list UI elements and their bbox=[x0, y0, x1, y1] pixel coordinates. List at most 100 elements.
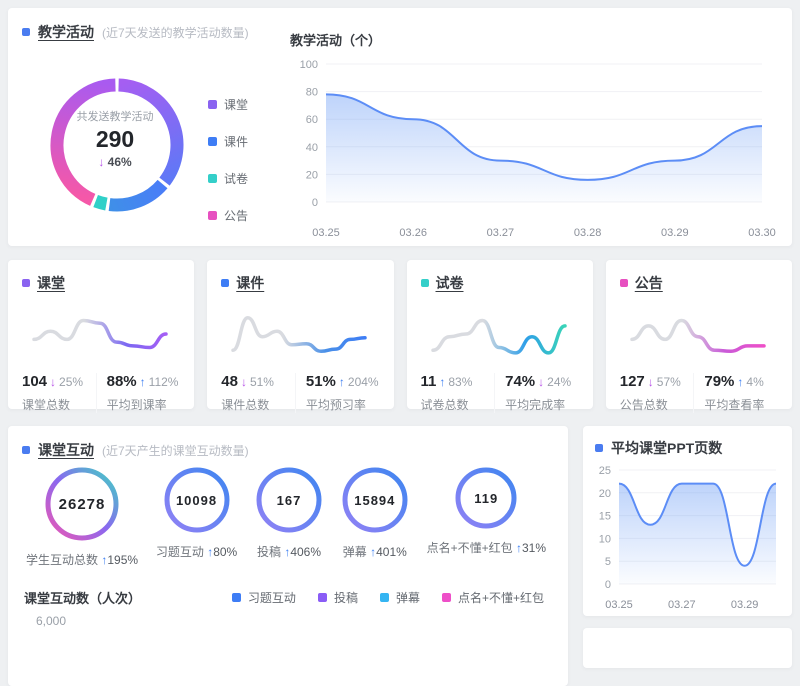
stat-trend-percent: 4% bbox=[746, 375, 764, 389]
teaching-area-chart: 0 20 40 60 80 100 03.25 03.26 03.27 03.28 03.29 03.… bbox=[300, 59, 776, 239]
area-fill bbox=[619, 483, 776, 584]
y-axis-tick: 0 bbox=[312, 197, 318, 209]
stat-平均查看率: 79% ↑ 4% 平均查看率 bbox=[693, 373, 778, 413]
stat-card-title[interactable]: 课件 bbox=[236, 275, 265, 291]
stat-课件总数: 48 ↓ 51% 课件总数 bbox=[221, 373, 295, 413]
stat-card-课堂: 课堂 104 ↓ 25% 课堂总数 88% ↑ 112% 平均到课率 bbox=[8, 260, 195, 413]
circle-trend-percent: 401% bbox=[376, 545, 407, 559]
stat-card-title[interactable]: 公告 bbox=[634, 275, 663, 291]
y-axis-tick: 0 bbox=[605, 579, 611, 591]
interaction-circle-习题互动: 10098 习题互动 ↑80% bbox=[156, 466, 237, 560]
legend-item-试卷[interactable]: 试卷 bbox=[208, 170, 248, 187]
stat-card-试卷: 试卷 11 ↑ 83% 试卷总数 74% ↓ 24% 平均完成率 bbox=[406, 260, 593, 413]
sparkline-chart bbox=[630, 318, 766, 354]
area-fill bbox=[326, 94, 762, 202]
legend-item-课堂[interactable]: 课堂 bbox=[208, 96, 248, 113]
stat-trend-percent: 83% bbox=[448, 375, 473, 389]
legend-swatch-icon bbox=[231, 593, 241, 602]
gradient-ring-icon bbox=[45, 467, 119, 541]
legend-swatch-icon bbox=[317, 593, 327, 602]
section-bullet-icon bbox=[619, 279, 628, 287]
interaction-circles-row: 26278 学生互动总数 ↑195% 10098 习题互动 ↑80% 167 投稿 ↑40… bbox=[26, 466, 546, 568]
stat-平均完成率: 74% ↓ 24% 平均完成率 bbox=[494, 373, 579, 413]
section-bullet-icon bbox=[22, 446, 30, 454]
stat-value: 79% bbox=[704, 373, 735, 390]
legend-label: 试卷 bbox=[224, 172, 249, 186]
stat-card-title[interactable]: 课堂 bbox=[37, 275, 65, 291]
donut-segment-课件 bbox=[108, 179, 168, 212]
stat-label: 试卷总数 bbox=[420, 398, 469, 412]
interaction-legend-item-弹幕[interactable]: 弹幕 bbox=[379, 589, 420, 606]
x-axis-tick: 03.27 bbox=[668, 599, 696, 611]
circle-label: 投稿 bbox=[256, 545, 285, 559]
circle-value: 15894 bbox=[354, 492, 396, 508]
circle-trend-percent: 195% bbox=[107, 553, 139, 567]
stat-label: 公告总数 bbox=[619, 398, 668, 412]
donut-center-trend: ↓ 46% bbox=[98, 155, 132, 169]
legend-label: 投稿 bbox=[333, 591, 358, 605]
stat-card-课件: 课件 48 ↓ 51% 课件总数 51% ↑ 204% 平均预习率 bbox=[207, 260, 394, 413]
interaction-circle-点名+不懂+红包: 119 点名+不懂+红包 ↑31% bbox=[427, 466, 546, 556]
interaction-legend-item-投稿[interactable]: 投稿 bbox=[317, 589, 358, 606]
trend-down-icon: ↓ bbox=[538, 375, 545, 389]
circle-label: 学生互动总数 bbox=[26, 553, 102, 567]
trend-down-icon: ↓ bbox=[50, 375, 57, 389]
donut-center-value: 290 bbox=[95, 126, 135, 152]
trend-down-icon: ↓ bbox=[240, 375, 247, 389]
ppt-area-chart: 0 5 10 15 20 25 03.25 03.27 03.29 bbox=[599, 465, 777, 611]
legend-label: 公告 bbox=[224, 209, 249, 223]
interaction-legend-item-习题互动[interactable]: 习题互动 bbox=[231, 589, 296, 606]
trend-up-icon: ↑ bbox=[439, 375, 446, 389]
gradient-ring-icon bbox=[256, 467, 322, 533]
circle-value: 167 bbox=[276, 492, 302, 508]
legend-swatch-icon bbox=[379, 593, 389, 602]
teaching-activity-title[interactable]: 教学活动 bbox=[38, 24, 94, 40]
data-line bbox=[325, 93, 763, 181]
circle-label: 点名+不懂+红包 bbox=[426, 541, 516, 555]
y-axis-tick: 25 bbox=[599, 465, 611, 477]
circle-trend-percent: 31% bbox=[521, 541, 546, 555]
stat-试卷总数: 11 ↑ 83% 试卷总数 bbox=[421, 373, 495, 413]
stat-value: 104 bbox=[22, 373, 48, 390]
stat-card-title[interactable]: 试卷 bbox=[435, 275, 464, 291]
legend-item-课件[interactable]: 课件 bbox=[208, 133, 248, 150]
circle-value: 10098 bbox=[175, 492, 218, 508]
trend-up-icon: ↑ bbox=[737, 375, 744, 389]
trend-up-icon: ↑ bbox=[338, 375, 345, 389]
x-axis-tick: 03.29 bbox=[731, 599, 759, 611]
legend-swatch-icon bbox=[441, 593, 451, 602]
stat-label: 课件总数 bbox=[221, 398, 270, 412]
class-interaction-title[interactable]: 课堂互动 bbox=[38, 442, 94, 458]
legend-label: 点名+不懂+红包 bbox=[457, 591, 544, 605]
interaction-circle-学生互动总数: 26278 学生互动总数 ↑195% bbox=[26, 466, 138, 568]
circle-value: 119 bbox=[474, 490, 499, 506]
section-bullet-icon bbox=[420, 279, 429, 287]
interaction-chart-header: 课堂互动数（人次） 习题互动 投稿 弹幕 点名+不懂+红包 bbox=[24, 588, 544, 607]
stat-trend-percent: 57% bbox=[656, 375, 681, 389]
trend-up-icon: ↑ bbox=[370, 545, 377, 559]
trend-down-icon: ↓ bbox=[98, 155, 105, 169]
legend-item-公告[interactable]: 公告 bbox=[208, 207, 248, 224]
stat-card-公告: 公告 127 ↓ 57% 公告总数 79% ↑ 4% 平均查看率 bbox=[605, 260, 792, 413]
stat-card-row: 课堂 104 ↓ 25% 课堂总数 88% ↑ 112% 平均到课率 课件 48 ↓ 51% 课件总数 51… bbox=[8, 260, 792, 413]
section-bullet-icon bbox=[221, 279, 230, 287]
teaching-activity-header: 教学活动 (近7天发送的教学活动数量) bbox=[8, 8, 792, 42]
y-axis-tick: 15 bbox=[599, 511, 611, 523]
x-axis-tick: 03.25 bbox=[605, 599, 633, 611]
donut-segment-公告 bbox=[50, 78, 116, 206]
donut-center-label: 共发送教学活动 bbox=[76, 111, 154, 123]
gradient-ring-icon bbox=[455, 467, 517, 529]
trend-up-icon: ↑ bbox=[207, 545, 214, 559]
teaching-activity-subtitle: (近7天发送的教学活动数量) bbox=[102, 25, 249, 40]
teaching-activity-card: 教学活动 (近7天发送的教学活动数量) 共发送教学活动 290 ↓ 46% 课堂… bbox=[8, 8, 792, 246]
interaction-chart-legend: 习题互动 投稿 弹幕 点名+不懂+红包 bbox=[231, 589, 544, 606]
stat-trend-percent: 25% bbox=[59, 375, 84, 389]
section-bullet-icon bbox=[22, 279, 30, 287]
donut-segment-课堂 bbox=[118, 78, 184, 186]
stat-label: 平均完成率 bbox=[505, 398, 566, 412]
interaction-legend-item-点名+不懂+红包[interactable]: 点名+不懂+红包 bbox=[441, 589, 544, 606]
x-axis-tick: 03.25 bbox=[312, 227, 340, 239]
stat-value: 74% bbox=[505, 373, 536, 390]
stat-label: 平均查看率 bbox=[704, 398, 765, 412]
x-axis-tick: 03.28 bbox=[574, 227, 602, 239]
